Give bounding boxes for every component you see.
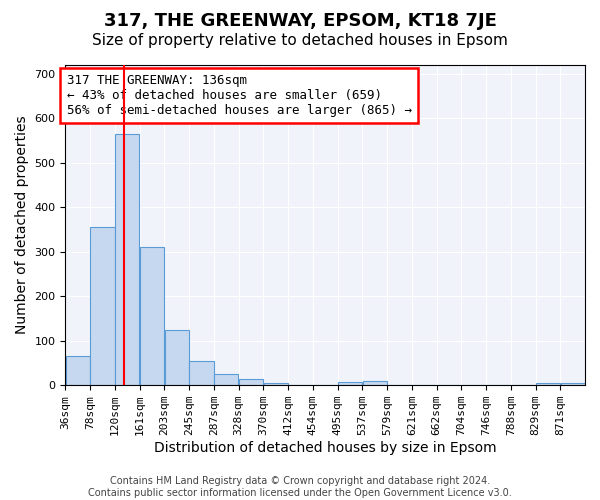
X-axis label: Distribution of detached houses by size in Epsom: Distribution of detached houses by size … [154, 441, 497, 455]
Bar [190, 361, 214, 385]
Bar [362, 381, 387, 385]
Bar [560, 383, 585, 385]
Bar [536, 383, 560, 385]
Bar [140, 248, 164, 385]
Y-axis label: Number of detached properties: Number of detached properties [15, 116, 29, 334]
Bar [164, 330, 189, 385]
Bar [91, 228, 115, 385]
Bar [115, 134, 139, 385]
Text: 317, THE GREENWAY, EPSOM, KT18 7JE: 317, THE GREENWAY, EPSOM, KT18 7JE [104, 12, 496, 30]
Text: Size of property relative to detached houses in Epsom: Size of property relative to detached ho… [92, 32, 508, 48]
Text: Contains HM Land Registry data © Crown copyright and database right 2024.
Contai: Contains HM Land Registry data © Crown c… [88, 476, 512, 498]
Bar [338, 382, 362, 385]
Text: 317 THE GREENWAY: 136sqm
← 43% of detached houses are smaller (659)
56% of semi-: 317 THE GREENWAY: 136sqm ← 43% of detach… [67, 74, 412, 117]
Bar [263, 383, 288, 385]
Bar [214, 374, 238, 385]
Bar [239, 378, 263, 385]
Bar [65, 356, 90, 385]
